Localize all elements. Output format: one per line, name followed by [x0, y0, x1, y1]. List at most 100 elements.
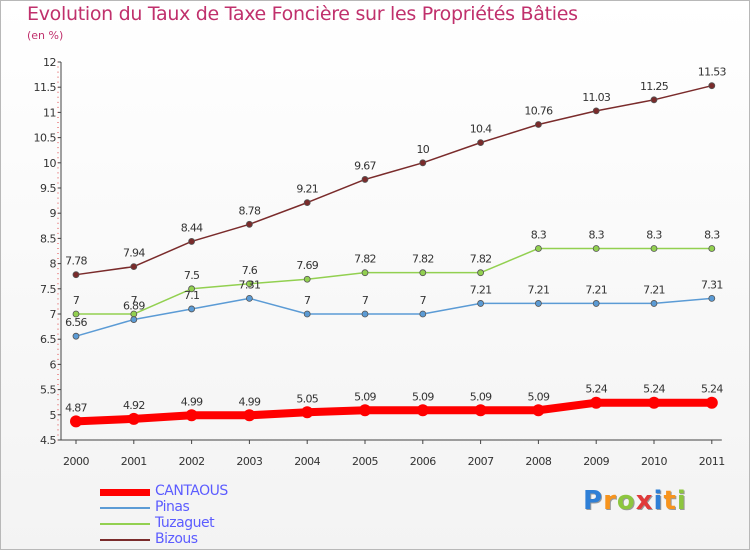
data-point [185, 409, 198, 422]
data-label: 7.94 [123, 247, 145, 260]
data-point [245, 280, 253, 288]
data-label: 9.67 [354, 159, 376, 172]
series-line-cantaous [75, 398, 712, 426]
data-point [535, 300, 542, 307]
x-tick-label: 2004 [294, 455, 320, 468]
y-tick-label: 9 [50, 207, 57, 220]
logo-letter: P [583, 486, 604, 516]
y-tick-label: 7.5 [40, 283, 56, 296]
data-point [477, 139, 485, 147]
y-tick-label: 4.5 [40, 434, 56, 447]
y-tick-label: 5.5 [40, 384, 56, 397]
x-tick-label: 2005 [352, 455, 378, 468]
data-point [650, 96, 658, 104]
legend-item-bizous: Bizous [100, 531, 360, 548]
data-point [474, 404, 487, 417]
logo-letter: o [616, 486, 636, 516]
legend-label: Tuzaguet [155, 515, 215, 531]
data-point [419, 159, 427, 167]
data-point [650, 245, 658, 252]
data-point [361, 269, 369, 277]
x-tick-label: 2001 [121, 455, 147, 468]
data-label: 5.09 [412, 390, 434, 403]
data-point [592, 300, 600, 307]
data-point [130, 263, 138, 271]
data-label: 7.6 [242, 264, 258, 277]
legend-swatch [100, 507, 150, 509]
legend-label: CANTAOUS [155, 483, 228, 499]
data-label: 7.82 [354, 253, 376, 266]
series-line-bizous [75, 84, 712, 276]
x-tick-label: 2011 [699, 455, 725, 468]
data-point [188, 305, 196, 313]
data-label: 7.21 [470, 283, 492, 296]
data-label: 5.09 [528, 390, 550, 403]
data-label: 8.3 [531, 228, 547, 241]
data-label: 7 [131, 294, 138, 307]
x-tick-label: 2009 [583, 455, 609, 468]
data-label: 9.21 [296, 183, 318, 196]
data-label: 8.78 [239, 204, 261, 217]
data-label: 7.82 [470, 253, 492, 266]
data-point [188, 238, 196, 245]
data-label: 7 [304, 294, 311, 307]
data-label: 7.5 [184, 269, 200, 282]
data-point [477, 300, 485, 307]
x-tick-label: 2007 [468, 455, 494, 468]
chart-legend: CANTAOUS Pinas Tuzaguet Bizous [100, 483, 360, 548]
series-line-pinas [75, 297, 712, 337]
data-label: 7 [362, 294, 369, 307]
x-tick-label: 2003 [236, 455, 262, 468]
y-tick-label: 5 [50, 409, 57, 422]
logo-letter: i [653, 486, 664, 516]
y-tick-label: 11 [43, 106, 56, 119]
x-tick-label: 2008 [525, 455, 551, 468]
data-point [301, 406, 314, 419]
proxiti-logo: Proxiti [583, 486, 687, 516]
data-point [419, 310, 427, 318]
data-point [303, 199, 311, 207]
data-label: 4.99 [239, 395, 261, 408]
legend-swatch [100, 539, 150, 541]
data-label: 8.3 [588, 228, 604, 241]
data-label: 8.3 [704, 228, 720, 241]
data-label: 7.31 [701, 278, 723, 291]
y-tick-label: 8 [50, 258, 57, 271]
y-tick-label: 12 [43, 56, 56, 69]
y-tick-label: 7 [50, 308, 57, 321]
legend-item-tuzaguet: Tuzaguet [100, 515, 360, 532]
data-label: 7.69 [296, 259, 318, 272]
data-label: 10 [416, 143, 429, 156]
data-point [477, 269, 485, 277]
legend-label: Bizous [155, 531, 198, 547]
data-point [535, 245, 542, 252]
logo-letter: r [603, 486, 617, 516]
data-point [708, 82, 716, 90]
data-point [708, 245, 716, 252]
data-point [535, 121, 542, 128]
data-point [648, 396, 660, 409]
data-point [70, 415, 82, 428]
data-point [303, 275, 311, 283]
data-label: 7 [73, 294, 80, 307]
data-label: 8.3 [646, 228, 662, 241]
legend-item-cantaous: CANTAOUS [100, 483, 360, 500]
data-point [72, 271, 80, 279]
legend-label: Pinas [155, 499, 190, 515]
series-line-tuzaguet [76, 247, 712, 315]
data-label: 5.09 [470, 390, 492, 403]
data-label: 10.76 [524, 104, 553, 117]
y-tick-label: 10 [43, 157, 56, 170]
data-label: 4.99 [181, 395, 203, 408]
logo-letter: i [676, 486, 687, 516]
data-point [359, 404, 371, 417]
data-point [72, 332, 80, 340]
data-point [419, 269, 427, 277]
data-point [130, 316, 138, 323]
data-point [532, 404, 545, 417]
data-label: 4.87 [65, 401, 87, 414]
data-label: 4.92 [123, 399, 145, 412]
line-chart: 4.5 5 5.5 6 6.5 7 7.5 8 8.5 9 9.5 10 10.5 11 11.5 12 200… [34, 56, 728, 468]
x-tick-label: 2002 [179, 455, 205, 468]
data-point [72, 310, 80, 318]
